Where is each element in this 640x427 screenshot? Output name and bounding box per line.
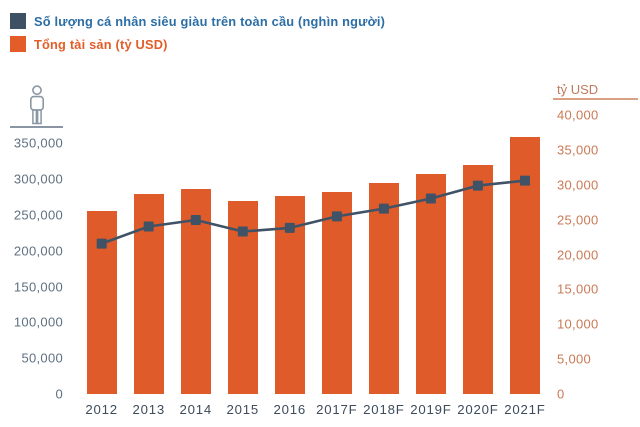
x-axis-label-2017F: 2017F bbox=[316, 402, 358, 417]
x-axis-label-2013: 2013 bbox=[132, 402, 165, 417]
legend-swatch-0 bbox=[10, 13, 26, 29]
right-axis-tick-label: 30,000 bbox=[557, 177, 599, 193]
person-icon bbox=[30, 85, 44, 125]
right-axis-tick-label: 10,000 bbox=[557, 316, 599, 332]
x-axis-label-2020F: 2020F bbox=[457, 402, 499, 417]
left-axis-tick-label: 300,000 bbox=[13, 171, 63, 187]
x-axis-label-2019F: 2019F bbox=[410, 402, 452, 417]
right-axis-tick-label: 35,000 bbox=[557, 142, 599, 158]
left-axis-tick-label: 250,000 bbox=[13, 207, 63, 223]
x-axis-label-2016: 2016 bbox=[273, 402, 307, 417]
right-axis-tick-label: 20,000 bbox=[557, 247, 599, 262]
right-axis-tick-label: 0 bbox=[557, 386, 565, 402]
x-axis-label-2012: 2012 bbox=[85, 402, 118, 417]
legend-item-total-wealth: Tổng tài sản (tỷ USD) bbox=[10, 36, 168, 52]
bar-2016 bbox=[274, 195, 305, 394]
right-axis-header-rule bbox=[553, 98, 638, 100]
bar-2018F bbox=[368, 182, 399, 394]
bar-2015 bbox=[227, 200, 258, 394]
bar-2012 bbox=[86, 211, 117, 394]
left-axis-tick-label: 350,000 bbox=[13, 135, 63, 151]
right-axis-title: tỷ USD bbox=[557, 82, 599, 97]
legend-item-uhnwi: Số lượng cá nhân siêu giàu trên toàn cầu… bbox=[10, 13, 385, 29]
bar-2017F bbox=[321, 191, 352, 394]
left-axis-header-rule bbox=[10, 126, 63, 128]
x-axis-label-2014: 2014 bbox=[179, 402, 213, 417]
bar-2014 bbox=[180, 188, 211, 394]
x-axis-label-2018F: 2018F bbox=[363, 402, 405, 417]
left-axis-tick-label: 150,000 bbox=[13, 279, 63, 295]
x-axis-label-2015: 2015 bbox=[226, 402, 260, 417]
legend-swatch-1 bbox=[10, 36, 26, 52]
bar-2019F bbox=[415, 173, 446, 394]
legend-label-uhnwi: Số lượng cá nhân siêu giàu trên toàn cầu… bbox=[34, 13, 386, 29]
left-axis-tick-label: 200,000 bbox=[13, 243, 63, 259]
left-axis-tick-label: 100,000 bbox=[13, 314, 63, 330]
x-axis-label-2021F: 2021F bbox=[504, 402, 546, 417]
legend-label-total-wealth: Tổng tài sản (tỷ USD) bbox=[34, 36, 168, 52]
left-axis-tick-label: 50,000 bbox=[21, 350, 63, 366]
bar-2020F bbox=[462, 165, 493, 394]
right-axis-tick-label: 40,000 bbox=[557, 107, 599, 123]
bar-2021F bbox=[509, 136, 540, 394]
right-axis-tick-label: 5,000 bbox=[557, 351, 592, 367]
right-axis-tick-label: 25,000 bbox=[557, 212, 599, 228]
left-axis-tick-label: 0 bbox=[55, 386, 63, 402]
right-axis-tick-label: 15,000 bbox=[557, 281, 599, 297]
bar-2013 bbox=[133, 193, 164, 394]
